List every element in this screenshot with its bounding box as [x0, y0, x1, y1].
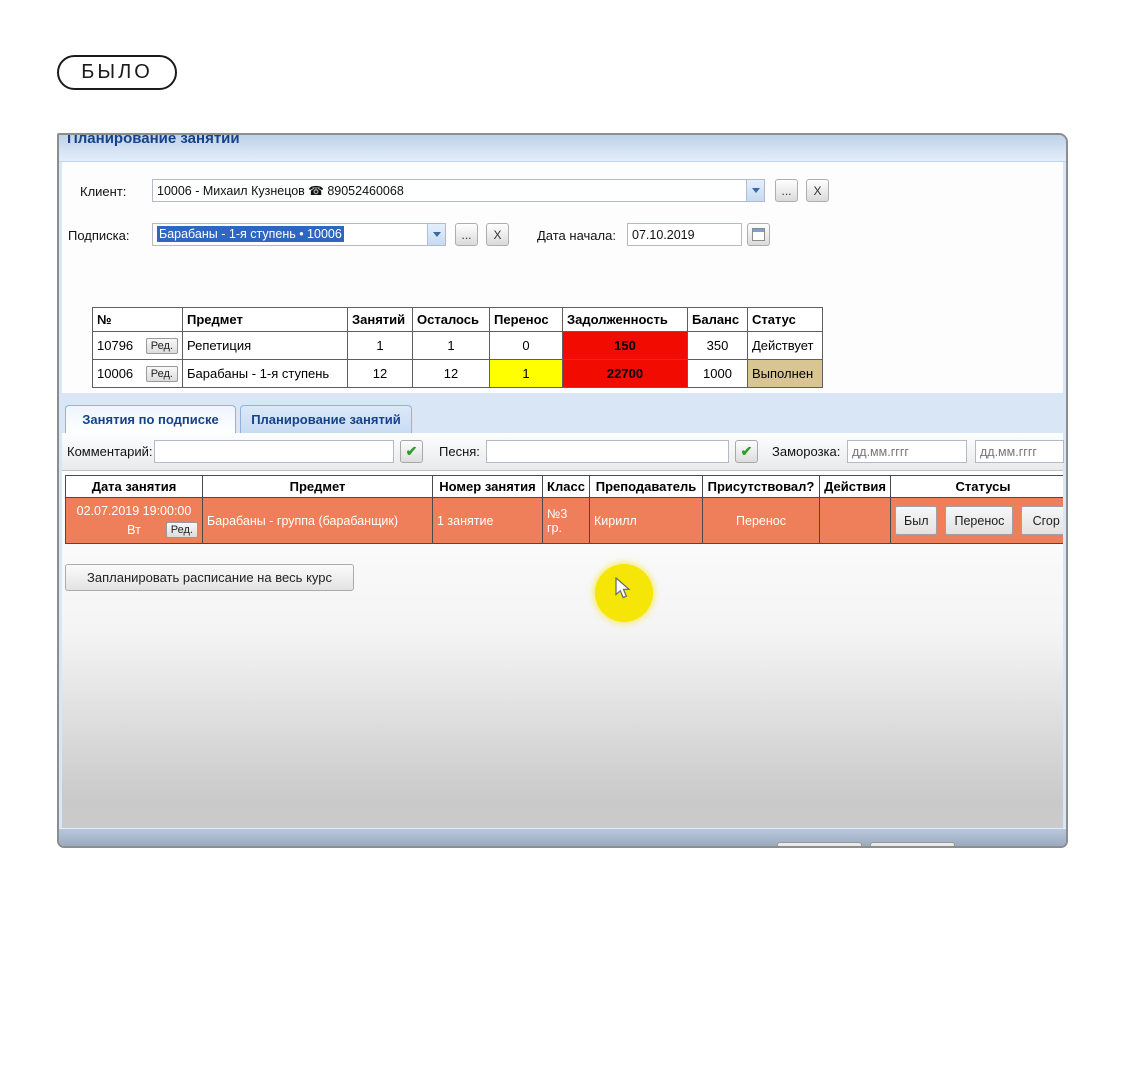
client-combobox[interactable]: 10006 - Михаил Кузнецов ☎ 89052460068: [152, 179, 765, 202]
lessons-table-wrap: Дата занятия Предмет Номер занятия Класс…: [65, 475, 1063, 544]
subscription-dropdown-button[interactable]: [427, 224, 445, 245]
calendar-button[interactable]: [747, 223, 770, 246]
client-clear-button[interactable]: X: [806, 179, 829, 202]
status-cell: Выполнен: [747, 359, 823, 388]
subscriptions-table-header: № Предмет Занятий Осталось Перенос Задол…: [92, 307, 823, 332]
col-lessons: Занятий: [347, 307, 413, 332]
col-lesson-number: Номер занятия: [432, 475, 543, 498]
subscription-combobox[interactable]: Барабаны - 1-я ступень • 10006: [152, 223, 446, 246]
lessons-table-header: Дата занятия Предмет Номер занятия Класс…: [65, 475, 1063, 498]
transfer-cell: 1: [489, 359, 563, 388]
subscription-id: 10006: [97, 366, 134, 381]
col-statuses: Статусы: [890, 475, 1063, 498]
status-was-button[interactable]: Был: [895, 506, 938, 535]
client-more-button[interactable]: ...: [775, 179, 798, 202]
col-transfer: Перенос: [489, 307, 563, 332]
lesson-number: 1 занятие: [432, 497, 543, 544]
edit-button[interactable]: Ред.: [165, 521, 198, 538]
was-badge: БЫЛО: [57, 55, 177, 90]
table-row: 10796 Ред. Репетиция 1 1 0 150 350 Действ…: [92, 331, 823, 360]
window-title: Планирование занятий: [67, 135, 240, 147]
lesson-row: 02.07.2019 19:00:00 Вт Ред. Барабаны - г…: [65, 497, 1063, 544]
subject-cell: Барабаны - 1-я ступень: [182, 359, 348, 388]
comment-apply-button[interactable]: ✔: [400, 440, 423, 463]
client-dropdown-button[interactable]: [746, 180, 764, 201]
subscription-label: Подписка:: [68, 228, 130, 243]
lesson-actions: [819, 497, 891, 544]
lesson-datetime: 02.07.2019 19:00:00: [76, 503, 192, 518]
song-input[interactable]: [486, 440, 729, 463]
lesson-teacher: Кирилл: [589, 497, 703, 544]
chevron-down-icon: [432, 232, 441, 237]
col-actions: Действия: [819, 475, 891, 498]
bottom-button-2[interactable]: [870, 842, 955, 846]
lessons-cell: 1: [347, 331, 413, 360]
start-date-label: Дата начала:: [537, 228, 616, 243]
col-teacher: Преподаватель: [589, 475, 703, 498]
mouse-cursor-icon: [615, 577, 631, 599]
lesson-weekday: Вт: [127, 522, 141, 537]
transfer-cell: 0: [489, 331, 563, 360]
subject-cell: Репетиция: [182, 331, 348, 360]
check-icon: ✔: [740, 443, 753, 459]
client-label: Клиент:: [80, 184, 127, 199]
balance-cell: 350: [687, 331, 748, 360]
lesson-class: №3 гр.: [542, 497, 590, 544]
col-attended: Присутствовал?: [702, 475, 820, 498]
start-date-input[interactable]: [627, 223, 742, 246]
col-class: Класс: [542, 475, 590, 498]
lesson-planning-window: Планирование занятий Клиент: 10006 - Мих…: [57, 133, 1068, 848]
song-label: Песня:: [439, 444, 480, 459]
check-icon: ✔: [405, 443, 418, 459]
status-expired-button[interactable]: Сгор: [1021, 506, 1063, 535]
table-row: 10006 Ред. Барабаны - 1-я ступень 12 12 1…: [92, 359, 823, 388]
schedule-full-course-button[interactable]: Запланировать расписание на весь курс: [65, 564, 354, 591]
comment-label: Комментарий:: [67, 444, 153, 459]
col-status: Статус: [747, 307, 823, 332]
lesson-subject: Барабаны - группа (барабанщик): [202, 497, 433, 544]
col-subject: Предмет: [202, 475, 433, 498]
freeze-from-input[interactable]: [847, 440, 967, 463]
col-lesson-date: Дата занятия: [65, 475, 203, 498]
balance-cell: 1000: [687, 359, 748, 388]
remaining-cell: 1: [412, 331, 490, 360]
edit-button[interactable]: Ред.: [145, 365, 178, 382]
lessons-cell: 12: [347, 359, 413, 388]
subscriptions-table: № Предмет Занятий Осталось Перенос Задол…: [92, 307, 823, 388]
col-subject: Предмет: [182, 307, 348, 332]
freeze-to-input[interactable]: [975, 440, 1064, 463]
edit-button[interactable]: Ред.: [145, 337, 178, 354]
tab-lessons-by-subscription[interactable]: Занятия по подписке: [65, 405, 236, 433]
client-value: 10006 - Михаил Кузнецов ☎ 89052460068: [157, 184, 404, 198]
remaining-cell: 12: [412, 359, 490, 388]
bottom-button-1[interactable]: [777, 842, 862, 846]
chevron-down-icon: [751, 188, 760, 193]
window-titlebar: Планирование занятий: [59, 135, 1066, 162]
col-remaining: Осталось: [412, 307, 490, 332]
comment-input[interactable]: [154, 440, 394, 463]
cursor-highlight: [595, 564, 653, 622]
window-bottom-bar: [59, 828, 1066, 846]
subscription-value: Барабаны - 1-я ступень • 10006: [157, 226, 344, 242]
col-debt: Задолженность: [562, 307, 688, 332]
status-cell: Действует: [747, 331, 823, 360]
status-transfer-button[interactable]: Перенос: [945, 506, 1014, 535]
freeze-label: Заморозка:: [772, 444, 841, 459]
col-number: №: [92, 307, 183, 332]
debt-cell: 150: [562, 331, 688, 360]
tab-lesson-planning[interactable]: Планирование занятий: [240, 405, 412, 433]
subscription-clear-button[interactable]: X: [486, 223, 509, 246]
lesson-attended: Перенос: [702, 497, 820, 544]
calendar-icon: [752, 228, 765, 241]
subscription-id: 10796: [97, 338, 134, 353]
col-balance: Баланс: [687, 307, 748, 332]
debt-cell: 22700: [562, 359, 688, 388]
song-apply-button[interactable]: ✔: [735, 440, 758, 463]
subscription-more-button[interactable]: ...: [455, 223, 478, 246]
lessons-table: Дата занятия Предмет Номер занятия Класс…: [65, 475, 1063, 544]
